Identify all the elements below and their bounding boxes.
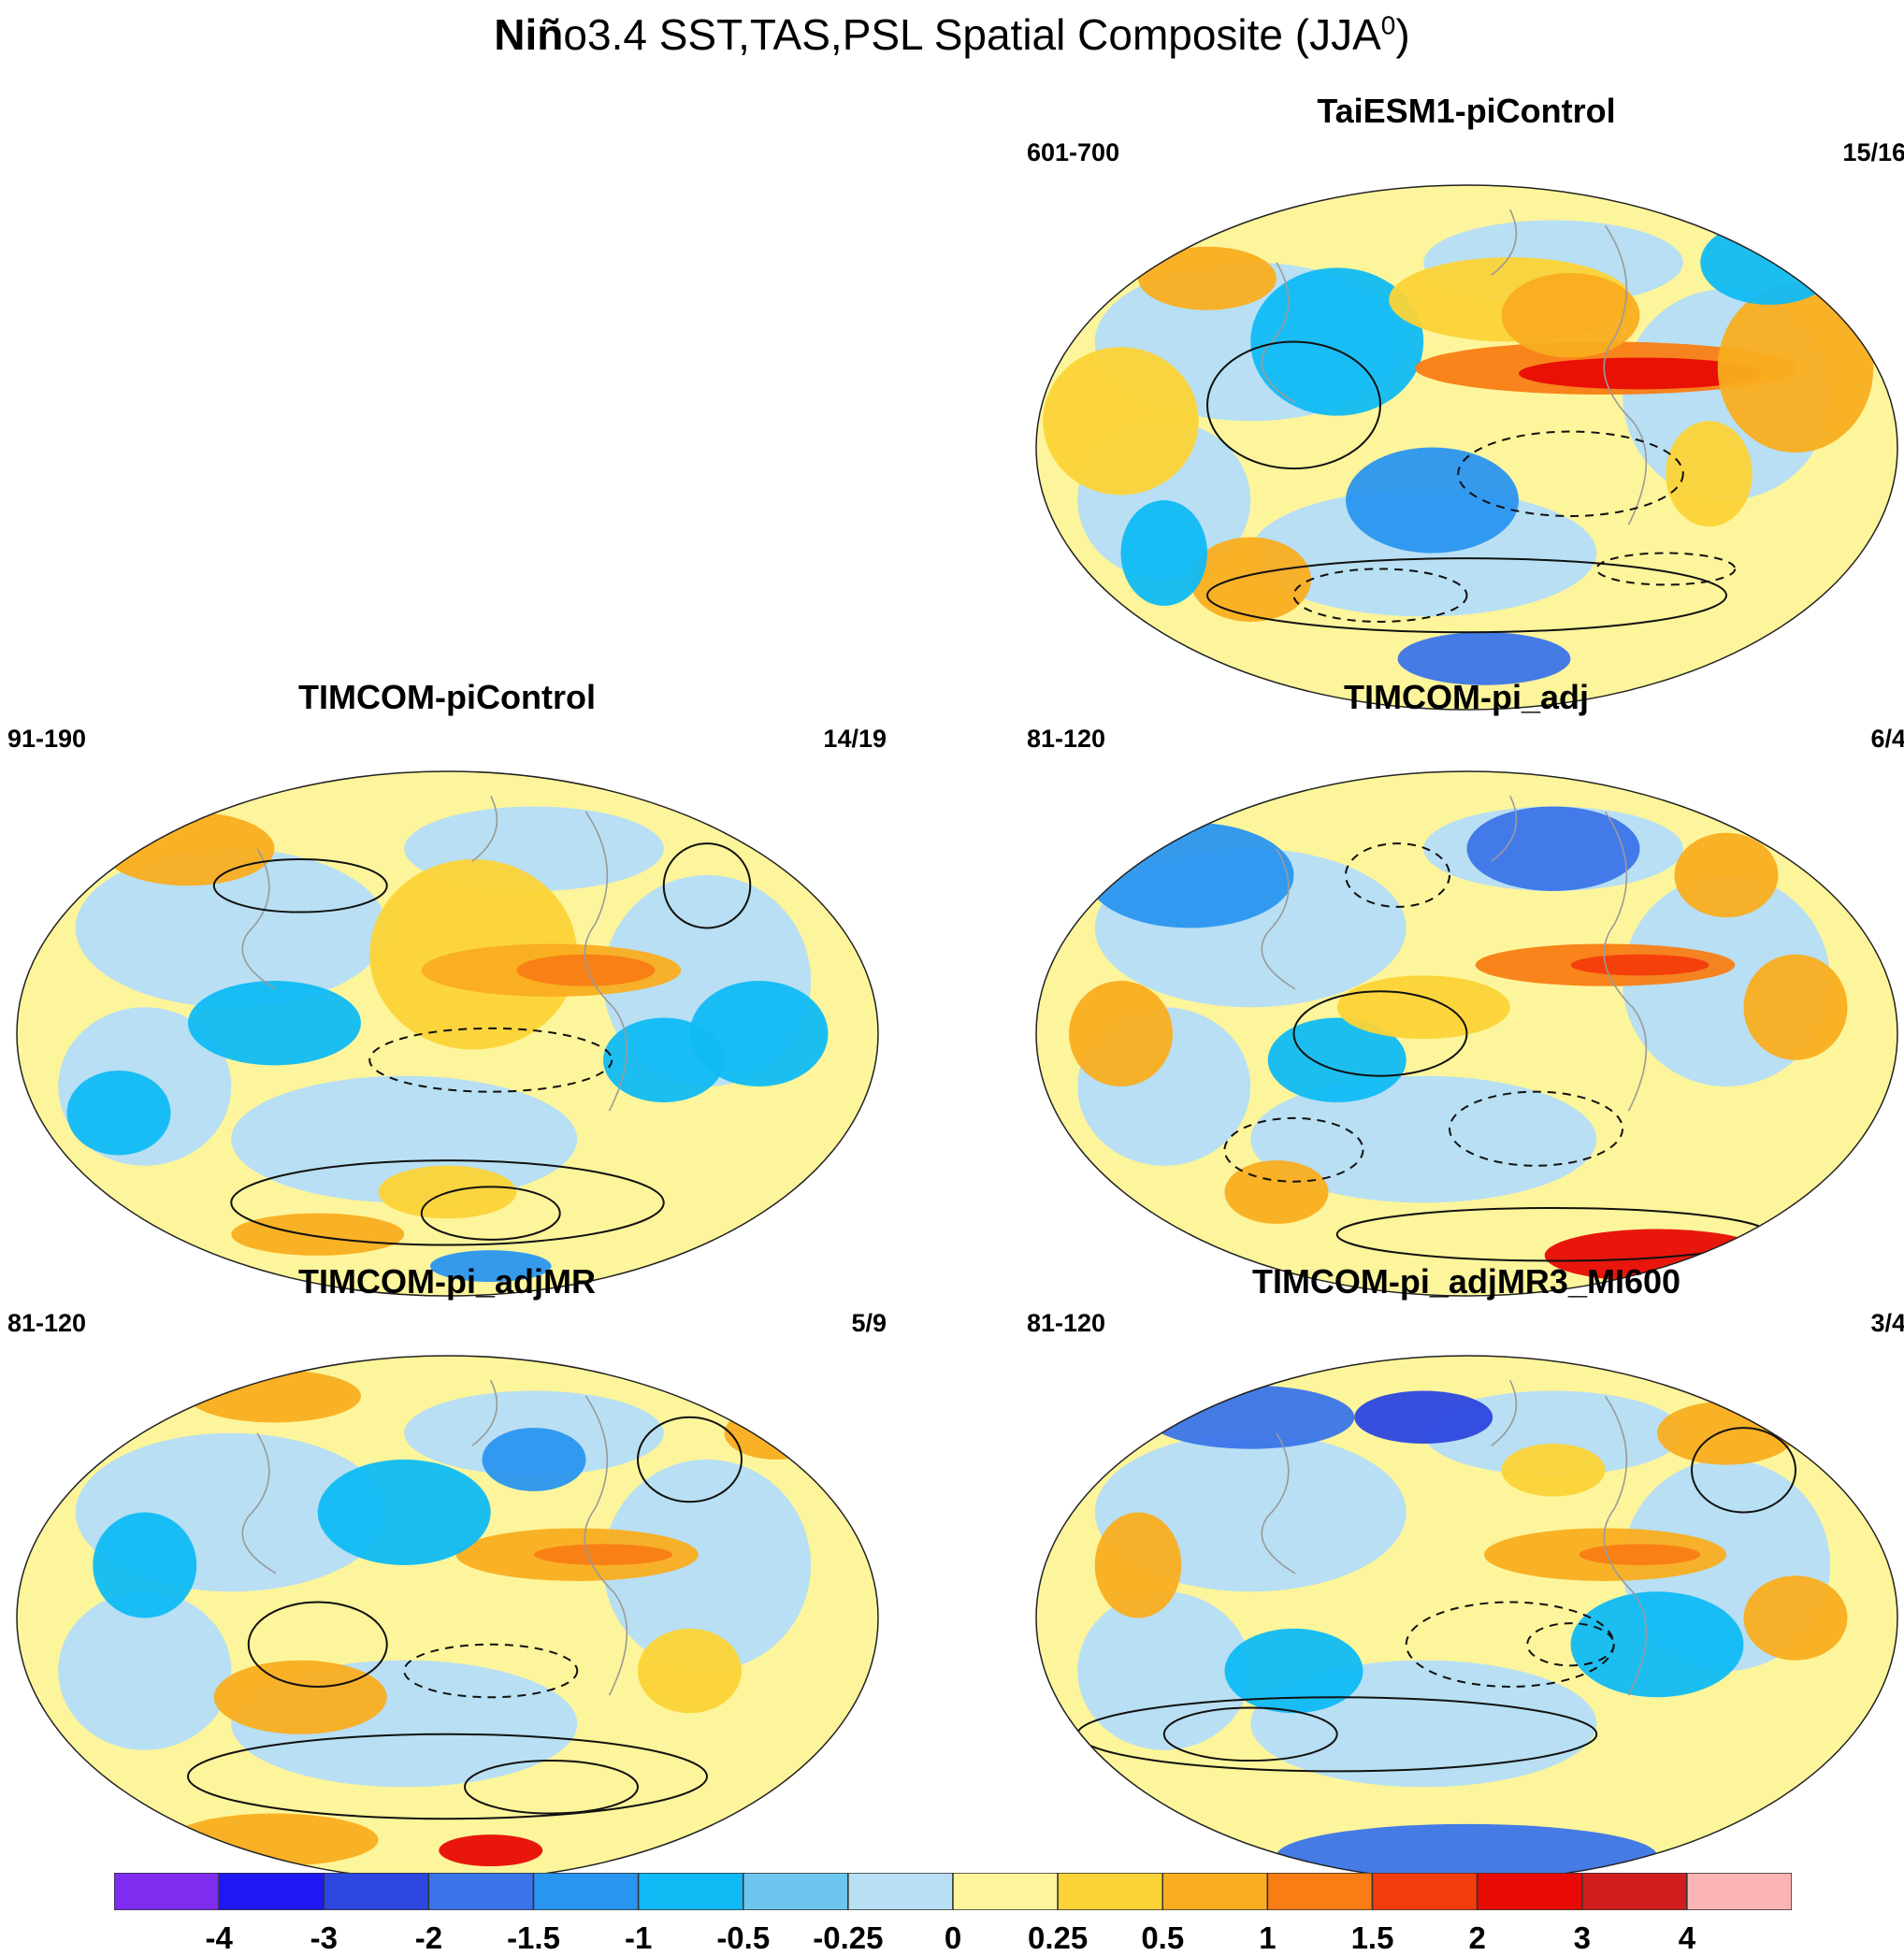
panel-timcom-picontrol: TIMCOM-piControl 91-190 14/19 bbox=[7, 678, 887, 1314]
world-map bbox=[16, 770, 879, 1297]
panel-years: 91-190 bbox=[7, 725, 87, 753]
colorbar-tick-label: -1 bbox=[624, 1920, 653, 1955]
colorbar-box bbox=[847, 1873, 954, 1910]
panel-title: TIMCOM-pi_adjMR bbox=[298, 1262, 596, 1301]
colorbar-tick-label: 1.5 bbox=[1350, 1920, 1394, 1955]
figure-title: Niño3.4 SST,TAS,PSL Spatial Composite (J… bbox=[494, 10, 1410, 59]
world-map bbox=[1035, 184, 1898, 711]
panel-timcom-pi-adjmr: TIMCOM-pi_adjMR 81-120 5/9 bbox=[7, 1262, 887, 1898]
colorbar-box bbox=[218, 1873, 325, 1910]
colorbar-tick-label: -2 bbox=[414, 1920, 443, 1955]
panel-timcom-pi-adjmr3-mi600: TIMCOM-pi_adjMR3_MI600 81-120 3/4 bbox=[1027, 1262, 1904, 1898]
colorbar-tick-label: 1 bbox=[1259, 1920, 1277, 1955]
world-map bbox=[1035, 1355, 1898, 1881]
colorbar-tick-label: -0.5 bbox=[716, 1920, 771, 1955]
colorbar-box bbox=[1161, 1873, 1269, 1910]
colorbar-tick-label: 0.5 bbox=[1141, 1920, 1185, 1955]
panel-ratio: 5/9 bbox=[851, 1309, 887, 1337]
panel-title: TaiESM1-piControl bbox=[1317, 92, 1616, 130]
colorbar-tick-label: 0 bbox=[944, 1920, 962, 1955]
colorbar-box bbox=[1371, 1873, 1478, 1910]
panel-ratio: 3/4 bbox=[1870, 1309, 1904, 1337]
colorbar-box bbox=[114, 1873, 220, 1910]
colorbar-box bbox=[637, 1873, 744, 1910]
colorbar-box bbox=[323, 1873, 430, 1910]
panel-taiesm1-picontrol: TaiESM1-piControl 601-700 15/16 bbox=[1027, 92, 1904, 727]
colorbar-tick-label: -3 bbox=[310, 1920, 338, 1955]
panel-years: 81-120 bbox=[1027, 725, 1106, 753]
colorbar-tick-label: -1.5 bbox=[507, 1920, 560, 1955]
panel-title: TIMCOM-pi_adj bbox=[1344, 678, 1589, 716]
panel-title: TIMCOM-piControl bbox=[298, 678, 596, 716]
colorbar-box bbox=[1266, 1873, 1374, 1910]
colorbar-box bbox=[532, 1873, 640, 1910]
colorbar-box bbox=[952, 1873, 1059, 1910]
panel-timcom-pi-adj: TIMCOM-pi_adj 81-120 6/4 bbox=[1027, 678, 1904, 1314]
colorbar bbox=[114, 1873, 1792, 1910]
panel-years: 601-700 bbox=[1027, 138, 1120, 166]
panel-ratio: 6/4 bbox=[1870, 725, 1904, 753]
colorbar-box bbox=[743, 1873, 849, 1910]
colorbar-tick-label: -0.25 bbox=[813, 1920, 884, 1955]
panel-ratio: 15/16 bbox=[1842, 138, 1904, 166]
colorbar-box bbox=[1057, 1873, 1163, 1910]
colorbar-tick-label: 0.25 bbox=[1028, 1920, 1089, 1955]
panel-ratio: 14/19 bbox=[823, 725, 887, 753]
colorbar-tick-label: 2 bbox=[1468, 1920, 1486, 1955]
panel-title: TIMCOM-pi_adjMR3_MI600 bbox=[1251, 1262, 1681, 1301]
colorbar-tick-label: 4 bbox=[1678, 1920, 1696, 1955]
colorbar-tick-label: 3 bbox=[1573, 1920, 1591, 1955]
panel-years: 81-120 bbox=[1027, 1309, 1106, 1337]
colorbar-tick-label: -4 bbox=[205, 1920, 233, 1955]
world-map bbox=[1035, 770, 1898, 1297]
panel-years: 81-120 bbox=[7, 1309, 87, 1337]
colorbar-box bbox=[1476, 1873, 1583, 1910]
colorbar-box bbox=[1581, 1873, 1688, 1910]
world-map bbox=[16, 1355, 879, 1881]
colorbar-box bbox=[427, 1873, 535, 1910]
colorbar-box bbox=[1686, 1873, 1792, 1910]
